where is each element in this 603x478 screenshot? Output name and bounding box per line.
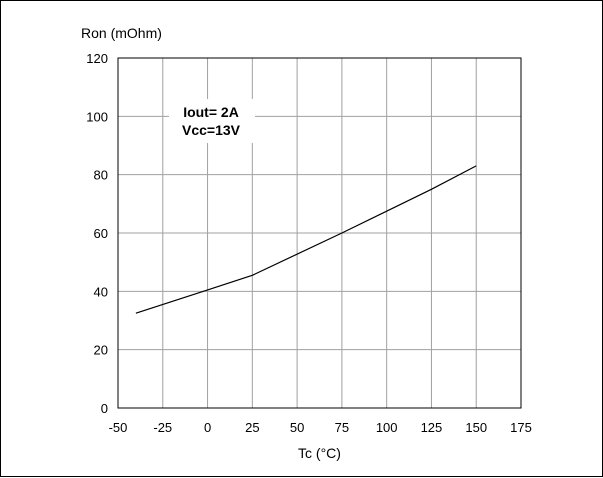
plot-border xyxy=(117,57,522,409)
x-tick-label: 0 xyxy=(204,420,211,435)
x-tick-label: -25 xyxy=(153,420,172,435)
y-axis-ticks: 0 20 40 60 80 100 120 xyxy=(86,51,108,416)
x-axis-label: Tc (°C) xyxy=(298,445,341,461)
annotation-text: Iout= 2A xyxy=(183,104,239,120)
x-tick-label: 125 xyxy=(421,420,443,435)
y-axis-label: Ron (mOhm) xyxy=(81,25,162,41)
x-axis-ticks: -50 -25 0 25 50 75 100 125 150 175 xyxy=(109,420,532,435)
series-layer xyxy=(135,165,477,314)
y-tick-label: 60 xyxy=(94,226,108,241)
annotation-layer: Iout= 2A Vcc=13V xyxy=(169,99,255,143)
x-tick-label: 100 xyxy=(376,420,398,435)
y-tick-label: 20 xyxy=(94,343,108,358)
y-tick-label: 120 xyxy=(86,51,108,66)
x-tick-label: -50 xyxy=(109,420,128,435)
x-tick-label: 50 xyxy=(290,420,304,435)
x-tick-label: 150 xyxy=(465,420,487,435)
y-tick-label: 40 xyxy=(94,284,108,299)
y-tick-label: 80 xyxy=(94,168,108,183)
series-line xyxy=(135,165,477,314)
x-tick-label: 175 xyxy=(510,420,532,435)
x-tick-label: 75 xyxy=(335,420,349,435)
annotation-text: Vcc=13V xyxy=(182,122,241,138)
annotation-box xyxy=(169,99,255,143)
y-tick-label: 0 xyxy=(101,401,108,416)
y-tick-label: 100 xyxy=(86,109,108,124)
x-tick-label: 25 xyxy=(245,420,259,435)
